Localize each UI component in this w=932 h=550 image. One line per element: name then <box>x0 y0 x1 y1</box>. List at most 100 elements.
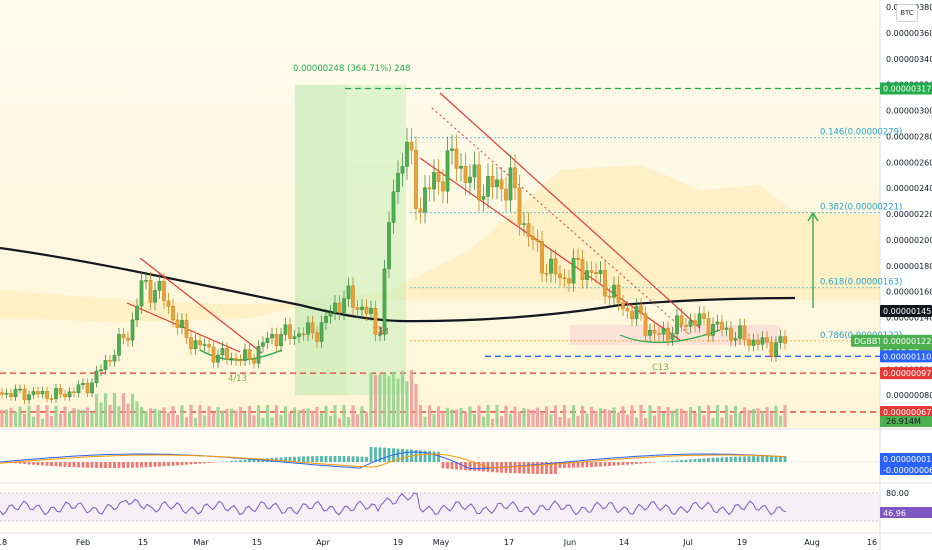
count-annotation: 13 <box>768 350 779 360</box>
time-tick-label: 14 <box>619 538 629 547</box>
candle <box>729 327 733 341</box>
candle <box>0 392 4 395</box>
macd-histogram-bar <box>770 456 773 462</box>
volume-bar <box>585 413 589 427</box>
symbol-badge[interactable]: BTC <box>896 4 918 22</box>
macd-histogram-bar <box>315 456 319 462</box>
candle <box>720 321 724 330</box>
macd-histogram-bar <box>72 462 76 468</box>
macd-histogram-bar <box>779 456 782 462</box>
volume-bar <box>9 407 13 427</box>
volume-bar <box>535 407 540 427</box>
volume-bar <box>130 393 135 427</box>
price-tag: DGBBTC <box>851 334 888 347</box>
candle <box>468 176 472 183</box>
candle <box>324 315 328 323</box>
macd-histogram-bar <box>198 462 202 464</box>
volume-bar <box>126 403 130 427</box>
macd-histogram-bar <box>158 462 161 467</box>
rsi-tag: 46.96 <box>880 507 932 518</box>
candle <box>238 359 243 362</box>
candle <box>292 336 297 339</box>
volume-bar <box>238 407 243 427</box>
volume-bar <box>598 408 603 427</box>
time-tick-label: 15 <box>252 538 262 547</box>
volume-bar <box>54 405 58 427</box>
candle <box>117 334 121 356</box>
candle <box>225 348 229 360</box>
volume-bar <box>45 405 49 427</box>
volume-bar <box>148 408 153 427</box>
macd-histogram-bar <box>360 456 364 462</box>
candle <box>36 391 40 395</box>
macd-histogram-bar <box>230 461 233 462</box>
macd-histogram-bar <box>18 462 22 464</box>
volume-bar <box>324 405 328 427</box>
macd-histogram-bar <box>176 462 179 466</box>
candle <box>499 179 504 190</box>
macd-histogram-bar <box>572 462 575 468</box>
volume-bar <box>558 416 562 427</box>
candle <box>135 305 139 321</box>
macd-tag: -0.00000006 <box>880 464 932 475</box>
candle <box>81 382 85 385</box>
macd-histogram-bar <box>477 462 481 472</box>
signal-line <box>0 453 787 469</box>
macd-histogram-bar <box>32 462 35 465</box>
volume-bar <box>337 418 342 427</box>
volume-bar <box>391 371 396 427</box>
candle <box>549 258 553 274</box>
macd-histogram-bar <box>279 457 283 462</box>
candle <box>315 332 319 342</box>
candle <box>562 277 567 279</box>
volume-bar <box>261 417 265 427</box>
volume-bar <box>648 405 652 427</box>
candle <box>400 166 405 174</box>
price-tick-label: 0.00000280 <box>886 132 932 141</box>
candle <box>598 270 603 274</box>
price-tick-label: 0.00000220 <box>886 210 932 219</box>
candle <box>45 391 49 399</box>
volume-bar <box>346 417 351 427</box>
candle <box>364 306 369 314</box>
volume-bar <box>99 402 103 427</box>
macd-histogram-bar <box>23 462 26 465</box>
count-annotation: 4/13 <box>228 374 247 384</box>
volume-bar <box>94 394 99 427</box>
candle <box>414 149 418 209</box>
volume-bar <box>643 417 648 427</box>
volume-value: 26.914M <box>886 417 921 426</box>
curve-arrow <box>199 349 283 361</box>
channel-line <box>139 257 263 354</box>
macd-histogram-bar <box>455 462 458 470</box>
candle <box>423 187 427 213</box>
volume-bar <box>427 405 432 427</box>
volume-bar <box>40 418 45 427</box>
macd-histogram-bar <box>95 462 98 468</box>
macd-histogram-bar <box>734 456 737 462</box>
volume-bar <box>157 410 162 427</box>
macd-histogram-bar <box>666 461 670 462</box>
macd-histogram-bar <box>536 462 539 474</box>
volume-bar <box>400 370 405 427</box>
macd-histogram-bar <box>36 462 40 466</box>
time-tick-label: 18 <box>0 538 7 547</box>
price-tag-bg <box>880 334 932 347</box>
macd-histogram-bar <box>671 460 674 462</box>
macd-histogram-bar <box>702 458 706 462</box>
macd-histogram-bar <box>302 456 305 462</box>
candle <box>49 398 54 400</box>
macd-histogram-bar <box>639 462 643 464</box>
macd-histogram-bar <box>446 462 449 469</box>
macd-histogram-bar <box>567 462 571 468</box>
price-tag: 0.00000097 <box>880 367 932 380</box>
macd-histogram-bar <box>626 462 629 465</box>
price-tag-text: 0.00000067 <box>883 408 931 417</box>
candle <box>454 148 459 169</box>
candle <box>274 334 279 347</box>
volume-bar <box>306 408 310 427</box>
candle <box>328 312 333 317</box>
macd-histogram-bar <box>545 462 548 474</box>
macd-histogram-bar <box>135 462 139 468</box>
